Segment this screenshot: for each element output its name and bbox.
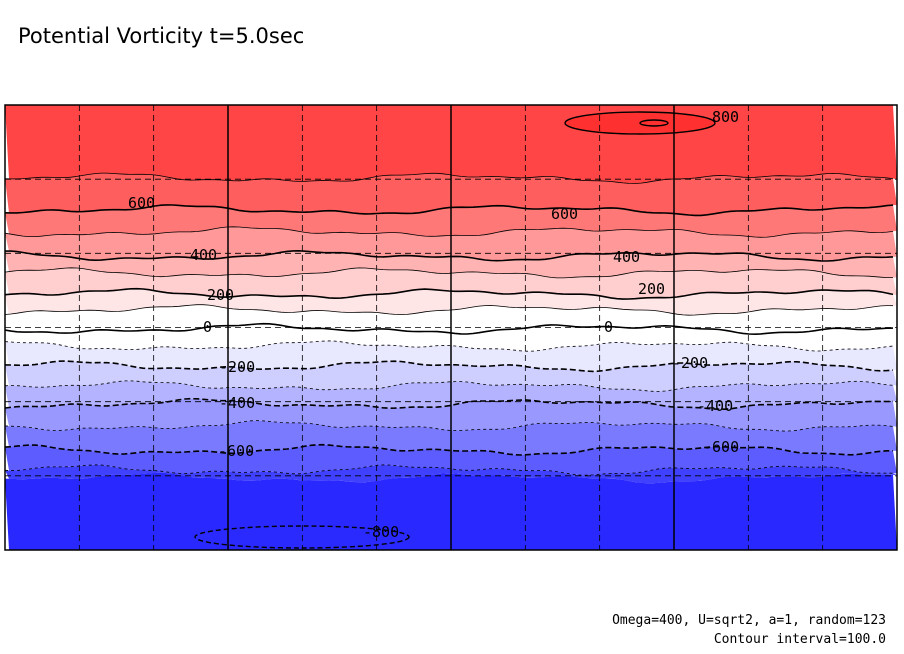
contour-label: -200 [672,354,708,372]
contour-label: -400 [697,397,733,415]
contour-line-500 [5,226,894,238]
max-contour-inner [639,119,669,127]
contour-label: -400 [219,394,255,412]
plot-frame [4,104,898,551]
contour-label: -600 [703,438,739,456]
contour-labels: 800 600 600 400 400 200 200 0 0 -200 -200 -400 -400 -… [128,108,739,541]
contour-line-0 [5,322,894,336]
contour-line-600 [5,204,894,217]
contour-label: 600 [551,205,578,223]
contour-label: 0 [203,318,212,336]
parameters-note: Omega=400, U=sqrt2, a=1, random=123 [612,613,886,628]
chart-title: Potential Vorticity t=5.0sec [18,24,305,48]
contour-label: 200 [638,280,665,298]
contour-label: 600 [128,194,155,212]
contour-line-300 [5,267,893,279]
contour-lines [5,172,894,476]
contour-line--300 [5,380,894,392]
contour-interval-note: Contour interval=100.0 [713,632,886,647]
contour-line-700 [5,172,894,184]
contour-label: 400 [613,248,640,266]
contour-line--400 [5,397,894,410]
contour-label: -800 [363,523,399,541]
contour-line--600 [5,443,893,456]
contour-label: 800 [712,108,739,126]
contour-label: 0 [604,318,613,336]
contour-line-200 [5,287,894,300]
contour-line-100 [5,304,894,316]
contour-label: -200 [219,358,255,376]
contour-label: -600 [218,442,254,460]
contour-line--200 [5,360,894,373]
contour-label: 200 [207,286,234,304]
contour-label: 400 [190,246,217,264]
contour-line--100 [5,340,894,352]
contour-line--500 [5,420,894,432]
contour-line--700 [5,464,894,476]
grid-lines [5,105,897,550]
